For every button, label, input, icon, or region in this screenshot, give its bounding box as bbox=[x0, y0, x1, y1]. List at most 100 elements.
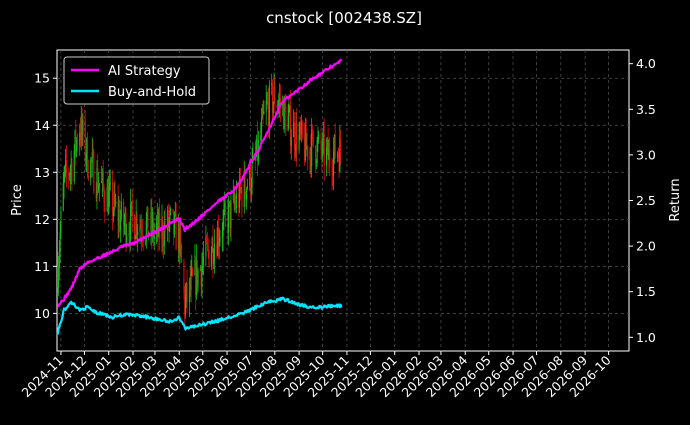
candle-body bbox=[141, 235, 143, 240]
candle-body bbox=[107, 187, 109, 215]
candle-body bbox=[74, 130, 76, 152]
candle-body bbox=[221, 236, 223, 238]
candle-body bbox=[210, 252, 212, 267]
y-axis-label-right: Return bbox=[668, 178, 683, 221]
candle-body bbox=[329, 149, 331, 167]
candle-body bbox=[282, 102, 284, 106]
candle-body bbox=[222, 217, 224, 237]
y-tick-label-left: 10 bbox=[34, 306, 50, 321]
candle-body bbox=[159, 212, 161, 239]
candle-body bbox=[312, 130, 314, 146]
candle-body bbox=[232, 192, 234, 200]
candle-body bbox=[224, 202, 226, 211]
candle-body bbox=[180, 228, 182, 246]
candle-body bbox=[119, 210, 121, 231]
candle-body bbox=[217, 227, 219, 247]
right-axis: 1.0 1.5 2.0 2.5 3.0 3.5 4.0 bbox=[629, 56, 656, 345]
return-lines bbox=[56, 58, 343, 335]
candle-body bbox=[245, 192, 247, 200]
candle-body bbox=[293, 122, 295, 149]
candle-body bbox=[195, 259, 197, 296]
candle-body bbox=[334, 134, 336, 158]
candle-body bbox=[202, 256, 205, 263]
candle-body bbox=[58, 252, 60, 269]
y-tick-label-right: 2.0 bbox=[636, 239, 656, 254]
candle-body bbox=[271, 83, 274, 114]
candle-body bbox=[109, 182, 111, 184]
candle-body bbox=[106, 187, 108, 212]
candle-body bbox=[315, 145, 317, 164]
candle-body bbox=[251, 161, 253, 188]
candle-body bbox=[64, 166, 66, 174]
candle-body bbox=[196, 260, 198, 287]
candle-body bbox=[87, 138, 89, 177]
candle-body bbox=[90, 159, 92, 178]
candle-body bbox=[265, 101, 267, 112]
candle-body bbox=[170, 209, 172, 211]
candle-body bbox=[157, 216, 159, 237]
candle-body bbox=[249, 163, 252, 194]
candle-body bbox=[250, 187, 252, 194]
candle-body bbox=[65, 160, 67, 173]
candle-body bbox=[131, 201, 133, 217]
candle-body bbox=[227, 212, 229, 233]
candle-body bbox=[86, 138, 88, 159]
y-tick-label-left: 14 bbox=[34, 118, 50, 133]
candle-body bbox=[289, 106, 292, 146]
candle-body bbox=[65, 160, 67, 167]
candle-body bbox=[82, 119, 84, 135]
candle-body bbox=[288, 109, 290, 117]
candle-body bbox=[278, 98, 281, 103]
candle-body bbox=[173, 214, 176, 235]
candle-body bbox=[228, 203, 230, 233]
candle-body bbox=[316, 140, 318, 163]
candle-body bbox=[235, 193, 237, 209]
candle-body bbox=[216, 243, 218, 256]
candle-body bbox=[129, 233, 131, 240]
candle-body bbox=[206, 237, 208, 243]
legend-label-ai-strategy: AI Strategy bbox=[108, 64, 181, 79]
candle-body bbox=[62, 183, 64, 211]
candle-body bbox=[188, 279, 190, 303]
candle-body bbox=[63, 173, 65, 184]
candle-body bbox=[166, 210, 169, 231]
candle-body bbox=[262, 108, 264, 114]
candle-body bbox=[151, 212, 153, 234]
candle-body bbox=[181, 245, 183, 263]
candle-body bbox=[223, 210, 225, 218]
candle-body bbox=[331, 166, 333, 176]
candle-body bbox=[192, 269, 194, 276]
candle-body bbox=[57, 266, 59, 288]
candle-body bbox=[108, 183, 111, 191]
candle-body bbox=[104, 202, 106, 212]
candle-body bbox=[257, 135, 259, 162]
candle-body bbox=[256, 135, 258, 156]
candle-body bbox=[327, 139, 329, 160]
candle-body bbox=[240, 189, 242, 191]
candle-body bbox=[162, 220, 164, 243]
candle-body bbox=[115, 201, 117, 205]
candle-body bbox=[260, 119, 263, 136]
candle-body bbox=[206, 242, 208, 245]
candle-body bbox=[278, 102, 280, 107]
candle-body bbox=[60, 210, 62, 233]
y-tick-label-left: 11 bbox=[34, 259, 50, 274]
candle-body bbox=[95, 192, 97, 199]
candle-body bbox=[276, 105, 278, 108]
candle-body bbox=[183, 262, 185, 290]
candle-body bbox=[108, 190, 110, 215]
candle-body bbox=[235, 203, 237, 209]
chart-title: cnstock [002438.SZ] bbox=[266, 9, 422, 27]
candle-body bbox=[332, 175, 334, 176]
candle-body bbox=[120, 201, 122, 219]
left-axis: 10 11 12 13 14 15 bbox=[34, 71, 57, 321]
candle-body bbox=[322, 138, 324, 157]
candle-body bbox=[125, 212, 127, 244]
candle-body bbox=[58, 268, 60, 288]
candle-body bbox=[175, 213, 177, 250]
candle-body bbox=[299, 123, 301, 135]
candle-body bbox=[271, 83, 273, 86]
candle-body bbox=[326, 139, 328, 148]
candle-body bbox=[274, 86, 276, 106]
candle-body bbox=[301, 121, 303, 137]
